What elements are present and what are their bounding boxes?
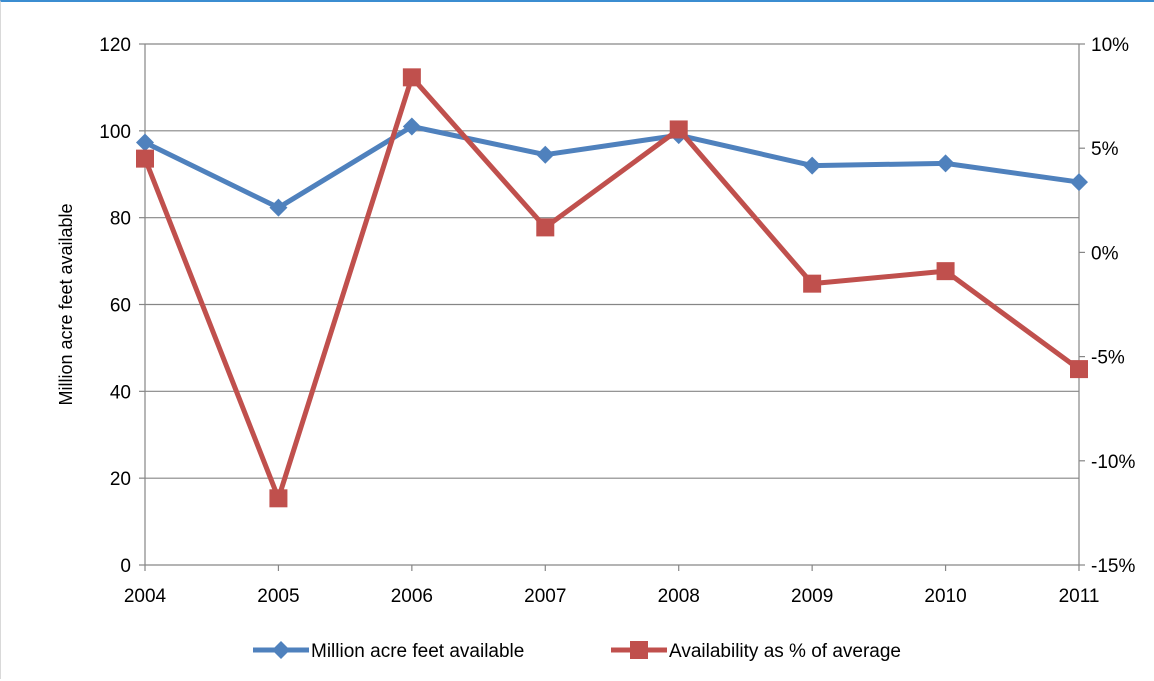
left-tick-label: 60: [110, 296, 131, 317]
data-point: [1070, 360, 1088, 379]
legend-label: Million acre feet available: [311, 641, 524, 662]
x-tick-label: 2007: [524, 586, 566, 607]
data-point: [669, 120, 688, 139]
series-line: [143, 123, 1080, 211]
right-axis-tick-labels: -15% -10% -5% 0% 5% 10%: [1079, 35, 1135, 577]
x-tick-label: 2008: [658, 586, 700, 607]
right-tick-label: 10%: [1091, 35, 1129, 56]
legend-item-1: Million acre feet available: [253, 641, 524, 662]
left-tick-label: 40: [110, 382, 131, 403]
x-tick-label: 2009: [791, 586, 833, 607]
x-tick-label: 2010: [924, 586, 966, 607]
legend-marker: [272, 641, 290, 659]
right-tick-label: 0%: [1091, 243, 1119, 264]
left-tick-label: 0: [120, 556, 131, 577]
x-tick-label: 2004: [124, 586, 167, 607]
x-tick-label: 2005: [257, 586, 299, 607]
legend-label: Availability as % of average: [669, 641, 901, 662]
data-point: [536, 145, 555, 164]
data-point: [402, 117, 421, 136]
data-point: [936, 262, 955, 281]
left-axis-tick-labels: 0 20 40 60 80 100 120: [99, 35, 145, 577]
left-tick-label: 100: [99, 122, 131, 143]
data-point: [269, 198, 288, 217]
x-axis-tick-labels: 2004 2005 2006 2007 2008 2009 2010 2011: [124, 565, 1100, 607]
data-point: [136, 149, 154, 168]
series-2: [136, 68, 1088, 508]
y-axis-left-title: Million acre feet available: [56, 203, 76, 405]
data-point: [803, 274, 822, 293]
data-point: [269, 489, 288, 508]
series-lines: [136, 68, 1088, 508]
gridlines: [145, 43, 1079, 566]
right-tick-label: -15%: [1091, 556, 1135, 577]
series-1: [136, 117, 1088, 217]
data-point: [402, 68, 421, 87]
series-line: [142, 74, 1081, 501]
left-tick-label: 20: [110, 469, 131, 490]
legend: Million acre feet available Availability …: [253, 641, 901, 662]
data-point: [936, 154, 955, 173]
legend-marker: [630, 641, 648, 659]
right-tick-label: -10%: [1091, 452, 1135, 473]
left-tick-label: 120: [99, 35, 131, 56]
data-point: [803, 156, 822, 175]
right-tick-label: 5%: [1091, 139, 1119, 160]
data-point: [136, 133, 154, 152]
data-point: [536, 218, 555, 237]
legend-item-2: Availability as % of average: [611, 641, 901, 662]
x-tick-label: 2006: [391, 586, 433, 607]
data-point: [1070, 173, 1088, 192]
right-tick-label: -5%: [1091, 348, 1125, 369]
x-tick-label: 2011: [1059, 586, 1100, 607]
left-tick-label: 80: [110, 209, 131, 230]
